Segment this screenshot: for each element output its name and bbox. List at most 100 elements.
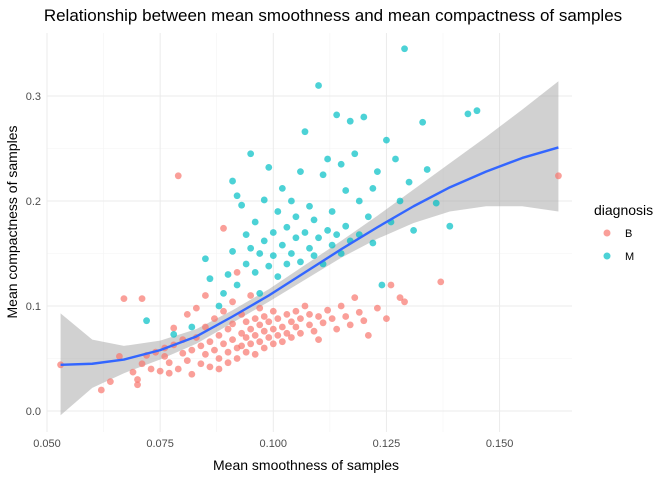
point-m bbox=[143, 317, 150, 325]
point-b bbox=[220, 340, 227, 348]
point-b bbox=[297, 315, 304, 322]
point-m bbox=[337, 160, 345, 168]
point-b bbox=[183, 357, 191, 364]
point-b bbox=[260, 313, 268, 320]
y-axis-ticks: 0.0 0.1 0.2 0.3 bbox=[26, 91, 41, 418]
point-b bbox=[351, 294, 359, 301]
legend: diagnosis B M bbox=[594, 202, 653, 263]
point-b bbox=[247, 325, 255, 333]
point-b bbox=[165, 359, 173, 367]
point-m bbox=[220, 290, 227, 297]
point-b bbox=[315, 336, 322, 343]
point-m bbox=[233, 281, 241, 289]
point-b bbox=[179, 349, 187, 357]
point-b bbox=[283, 329, 291, 337]
point-b bbox=[283, 311, 291, 318]
point-m bbox=[423, 166, 431, 173]
point-b bbox=[224, 348, 232, 356]
point-b bbox=[269, 325, 277, 333]
point-m bbox=[306, 244, 313, 252]
point-b bbox=[387, 281, 395, 289]
point-m bbox=[324, 155, 331, 163]
point-m bbox=[256, 290, 264, 297]
point-b bbox=[265, 318, 273, 326]
point-m bbox=[292, 213, 300, 221]
point-b bbox=[206, 363, 214, 371]
point-m bbox=[297, 168, 304, 176]
point-b bbox=[229, 298, 236, 306]
point-m bbox=[346, 117, 354, 125]
legend-label-b: B bbox=[625, 228, 632, 240]
point-b bbox=[220, 307, 227, 315]
point-m bbox=[333, 231, 341, 239]
point-m bbox=[269, 229, 277, 236]
point-b bbox=[260, 327, 268, 335]
point-b bbox=[97, 386, 105, 394]
point-m bbox=[188, 323, 196, 331]
point-m bbox=[301, 128, 309, 136]
point-b bbox=[251, 332, 259, 339]
point-b bbox=[220, 224, 227, 232]
series-b-points bbox=[57, 172, 562, 394]
chart-title: Relationship between mean smoothness and… bbox=[44, 6, 622, 25]
point-b bbox=[360, 317, 368, 325]
point-b bbox=[355, 308, 363, 316]
point-b bbox=[373, 304, 381, 312]
point-b bbox=[437, 278, 445, 286]
point-b bbox=[247, 292, 255, 299]
point-b bbox=[292, 323, 300, 331]
point-b bbox=[401, 298, 408, 306]
x-axis-ticks: 0.050 0.075 0.100 0.125 0.150 bbox=[33, 438, 513, 450]
point-m bbox=[342, 187, 350, 194]
point-m bbox=[297, 258, 304, 266]
point-b bbox=[211, 346, 218, 354]
point-b bbox=[170, 324, 178, 332]
point-m bbox=[256, 250, 264, 257]
point-b bbox=[224, 359, 232, 367]
point-b bbox=[251, 315, 259, 322]
point-b bbox=[555, 172, 562, 180]
point-m bbox=[364, 213, 372, 221]
point-b bbox=[192, 304, 200, 312]
point-b bbox=[292, 307, 300, 315]
point-b bbox=[174, 172, 182, 180]
point-b bbox=[233, 269, 241, 276]
point-m bbox=[405, 178, 413, 186]
x-tick-label: 0.075 bbox=[146, 438, 174, 450]
minor-gridlines bbox=[47, 33, 572, 432]
point-b bbox=[396, 294, 404, 301]
point-m bbox=[215, 302, 223, 310]
smooth-line bbox=[60, 146, 559, 366]
point-b bbox=[260, 344, 268, 352]
y-axis-title: Mean compactness of samples bbox=[4, 126, 20, 319]
point-m bbox=[206, 275, 214, 283]
point-m bbox=[392, 155, 399, 163]
point-m bbox=[369, 185, 377, 192]
point-b bbox=[138, 295, 146, 303]
point-m bbox=[396, 197, 404, 205]
point-m bbox=[369, 239, 377, 247]
point-m bbox=[419, 118, 427, 126]
point-b bbox=[188, 370, 196, 378]
point-b bbox=[215, 365, 223, 373]
point-m bbox=[373, 168, 381, 176]
series-m-points bbox=[143, 45, 481, 338]
point-b bbox=[206, 338, 214, 346]
point-m bbox=[410, 227, 417, 234]
x-tick-label: 0.100 bbox=[260, 438, 288, 450]
point-b bbox=[242, 318, 250, 326]
point-m bbox=[324, 227, 331, 234]
point-b bbox=[238, 329, 246, 337]
point-m bbox=[328, 208, 336, 215]
point-m bbox=[310, 252, 318, 259]
legend-label-m: M bbox=[625, 251, 634, 263]
point-m bbox=[202, 255, 209, 263]
point-m bbox=[360, 113, 368, 121]
point-b bbox=[342, 313, 350, 320]
point-b bbox=[129, 368, 137, 376]
point-b bbox=[188, 346, 196, 354]
point-b bbox=[256, 321, 264, 329]
point-b bbox=[116, 353, 123, 360]
legend-swatch-m bbox=[603, 252, 611, 260]
